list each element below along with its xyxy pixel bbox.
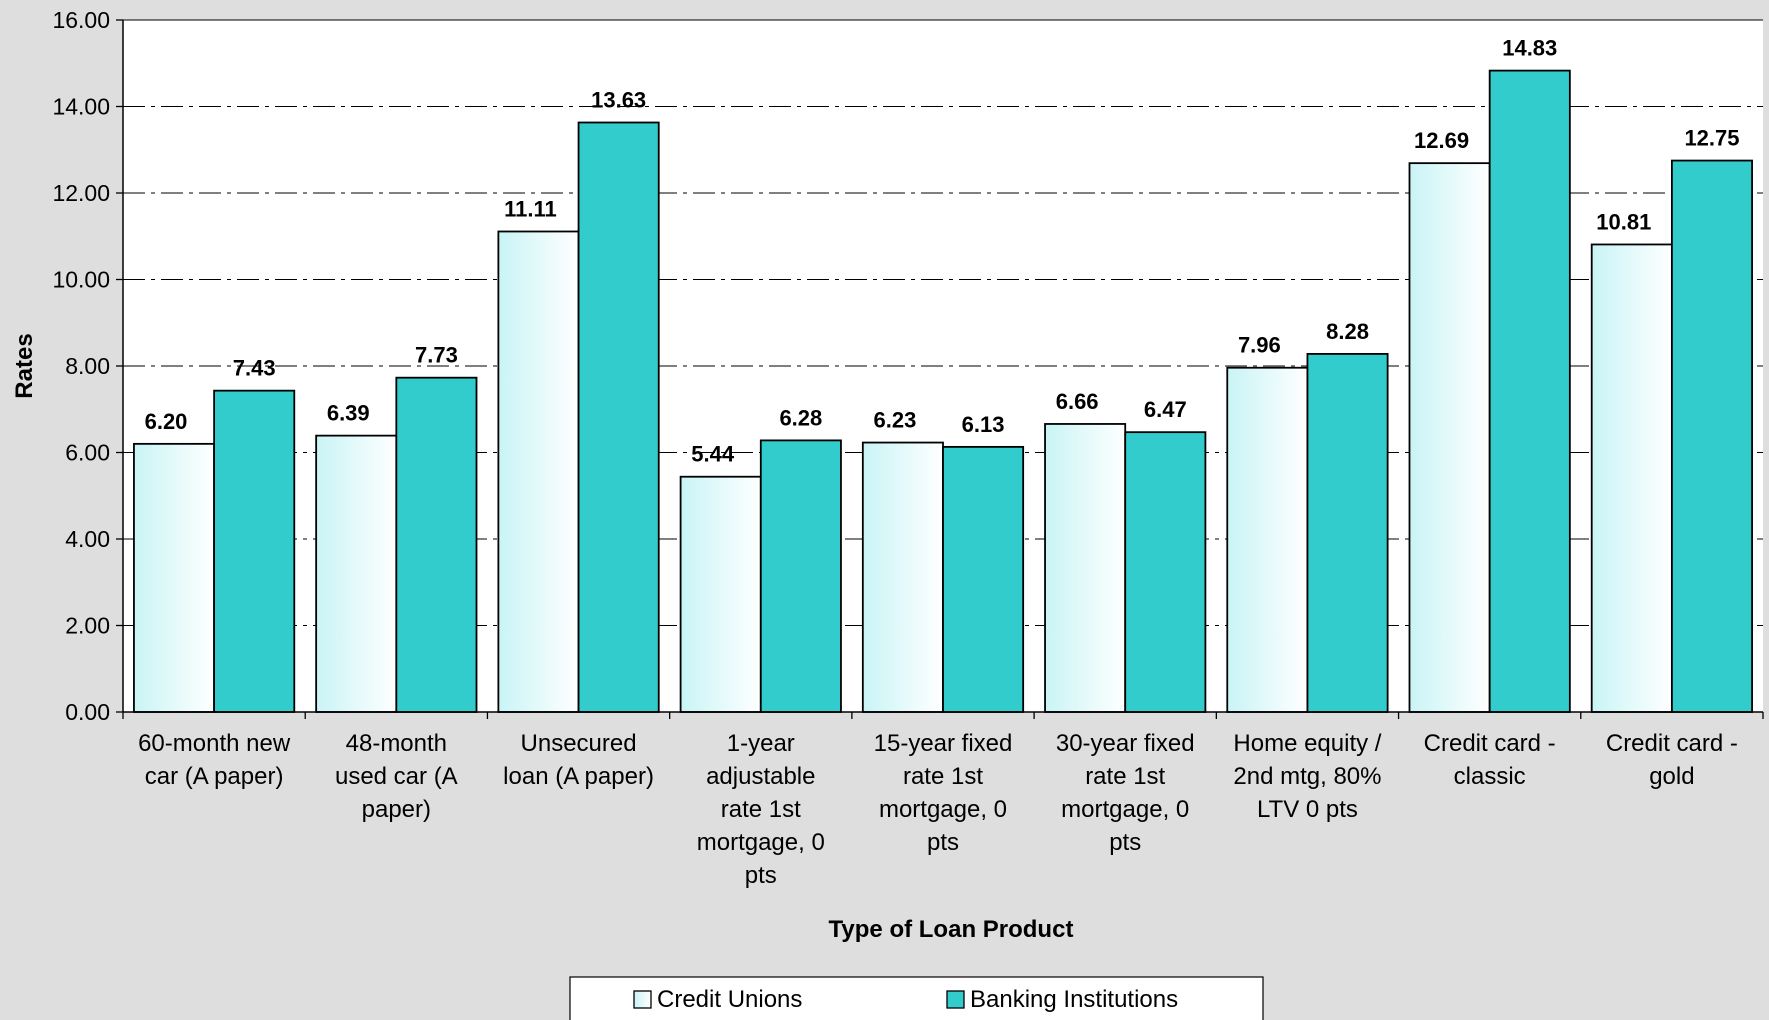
data-label: 8.28 [1326,319,1369,344]
y-tick-label: 14.00 [52,94,110,120]
data-label: 14.83 [1502,36,1557,61]
data-label: 12.69 [1414,128,1469,153]
bar-credit-unions [861,441,944,713]
bar-credit-unions [1590,243,1673,713]
y-tick-label: 12.00 [52,180,110,206]
legend-box [569,976,1264,1020]
bar-banking-institutions [395,376,478,713]
y-tick-label: 8.00 [65,353,110,379]
data-label: 6.20 [145,409,188,434]
category-label: 15-year fixed rate 1st mortgage, 0 pts [874,730,1013,856]
category-labels: 60-month new car (A paper) 48-month used ca… [138,730,1738,889]
y-tick-label: 4.00 [65,526,110,552]
bar-banking-institutions [942,445,1025,713]
y-tick-label: 2.00 [65,613,110,639]
data-label: 11.11 [504,196,557,221]
bar-credit-unions [1408,162,1491,713]
bar-credit-unions [497,230,580,713]
x-axis-title: Type of Loan Product [829,916,1074,943]
data-label: 6.66 [1056,389,1099,414]
axes-group [116,19,1764,719]
bar-banking-institutions [213,389,296,713]
y-tick-labels: 0.00 2.00 4.00 6.00 8.00 10.00 12.00 14.00 16.00 [52,7,110,725]
bars-group [133,69,1753,713]
category-label: Home equity /2nd mtg, 80% LTV 0 pts [1233,730,1381,823]
y-tick-label: 6.00 [65,440,110,466]
data-label: 6.28 [779,405,822,430]
bar-credit-unions [679,475,762,713]
data-label: 12.75 [1684,126,1739,151]
y-tick-label: 0.00 [65,699,110,725]
data-label: 5.44 [691,442,735,467]
data-labels: 6.20 7.43 6.39 7.73 11.11 13.63 5.44 6.28 6.23 6.… [145,36,1740,467]
data-label: 6.23 [873,408,916,433]
bar-credit-unions [133,442,216,713]
legend-swatch-banking-institutions [946,990,965,1009]
data-label: 6.13 [962,412,1005,437]
legend-label-credit-unions: Credit Unions [657,986,802,1013]
y-axis-title: Rates [11,333,38,398]
data-label: 10.81 [1596,209,1651,234]
data-label: 7.43 [233,356,276,381]
category-label: Credit card -classic [1424,730,1556,790]
category-label: 60-month new car (A paper) [138,730,291,790]
legend: Credit Unions Banking Institutions [569,976,1264,1020]
bar-banking-institutions [1124,431,1207,713]
bar-credit-unions [315,434,398,713]
data-label: 6.47 [1144,397,1187,422]
bar-credit-unions [1226,366,1309,713]
y-tick-label: 10.00 [52,267,110,293]
bar-banking-institutions [1488,69,1571,713]
bar-credit-unions [1044,423,1127,713]
bar-banking-institutions [1306,352,1389,713]
data-label: 6.39 [327,401,370,426]
bar-banking-institutions [577,121,660,713]
category-label: 48-month used car (A paper) [335,730,458,823]
data-label: 13.63 [591,88,646,113]
category-label: Credit card -gold [1606,730,1738,790]
category-label: 30-year fixed rate 1st mortgage, 0 pts [1056,730,1195,856]
legend-swatch-credit-unions [633,990,652,1009]
data-label: 7.73 [415,343,458,368]
bar-banking-institutions [1670,159,1753,713]
category-label: 1-year adjustable rate 1st mortgage, 0 pts [697,730,825,889]
data-label: 7.96 [1238,333,1281,358]
legend-label-banking-institutions: Banking Institutions [970,986,1178,1013]
y-tick-label: 16.00 [52,7,110,33]
bar-banking-institutions [759,439,842,713]
category-label: Unsecured loan (A paper) [503,730,654,790]
